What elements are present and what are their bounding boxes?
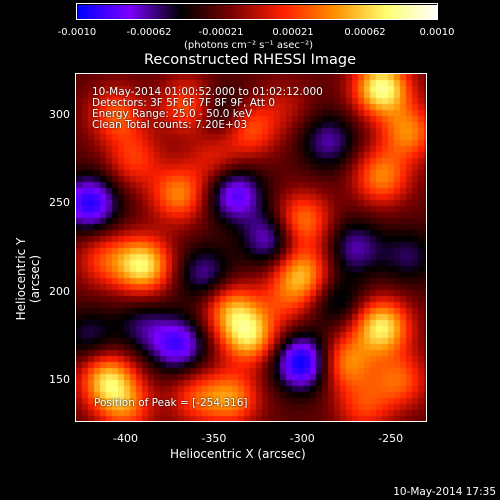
x-tick-label: -250 (378, 432, 404, 445)
colorbar-tick-label: -0.00062 (126, 27, 172, 38)
annotation-clean-counts: Clean Total counts: 7.20E+03 (92, 119, 248, 131)
y-axis-label: Heliocentric Y (arcsec) (14, 237, 42, 321)
annotation-time-range: 10-May-2014 01:00:52.000 to 01:02:12.000 (92, 86, 323, 98)
colorbar-tick-label: 0.00062 (344, 27, 386, 38)
y-tick-label: 200 (49, 284, 70, 298)
y-tick-label: 150 (49, 373, 70, 387)
colorbar-tick-label: -0.00021 (198, 27, 244, 38)
y-tick-label: 250 (49, 196, 70, 210)
annotation-peak-position: Position of Peak = [-254,316] (94, 397, 248, 409)
colorbar-tick-label: 0.0010 (419, 27, 455, 38)
y-tick-label: 300 (49, 107, 70, 121)
heatmap-image (76, 74, 426, 421)
annotation-detectors: Detectors: 3F 5F 6F 7F 8F 9F, Att 0 (92, 97, 276, 109)
colorbar (76, 3, 438, 20)
colorbar-units: (photons cm⁻² s⁻¹ asec⁻²) (184, 40, 314, 51)
chart-title: Reconstructed RHESSI Image (143, 52, 356, 68)
colorbar-tick-label: 0.00021 (272, 27, 314, 38)
x-axis-label: Heliocentric X (arcsec) (170, 447, 306, 461)
x-tick-label: -300 (289, 432, 315, 445)
plot-frame (75, 73, 427, 422)
annotation-energy-range: Energy Range: 25.0 - 50.0 keV (92, 108, 253, 120)
timestamp: 10-May-2014 17:35 (393, 486, 496, 498)
x-tick-label: -350 (201, 432, 227, 445)
x-tick-label: -400 (113, 432, 138, 445)
colorbar-tick-label: -0.0010 (57, 27, 97, 38)
